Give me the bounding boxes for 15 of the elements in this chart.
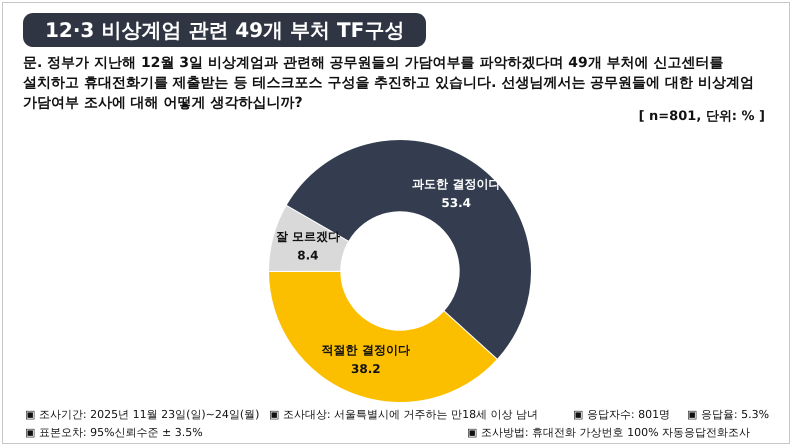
text: [ n=801, 단위: % ] <box>638 108 765 125</box>
slice-label: 과도한 결정이다 <box>412 177 500 192</box>
text: ▣ 조사기간: 2025년 11월 23일(일)~24일(월) <box>25 407 260 422</box>
text: ▣ 응답율: 5.3% <box>687 407 770 422</box>
chart-title: 12·3 비상계엄 관련 49개 부처 TF구성 <box>23 13 426 47</box>
data-label: 38.2 <box>351 362 381 376</box>
chart-subtitle: 문. 정부가 지난해 12월 3일 비상계엄과 관련해 공무원들의 가담여부를 파악하겠다며 49개 부처에 신고센터를 설치하고 휴대전화기를 제출받는 등 테스크포스 구성을 추진하고 있습니다. 선생님께서는 공무원들에 대한 비상계엄 가담여부 조사에 대해 어떻게 생각하십니까? <box>23 55 754 111</box>
slice-label: 잘 모르겠다 <box>276 230 340 244</box>
data-label: 8.4 <box>297 248 318 263</box>
text: ▣ 표본오차: 95%신뢰수준 ± 3.5% <box>25 425 203 440</box>
data-label: 53.4 <box>441 196 472 210</box>
text: ▣ 응답자수: 801명 <box>573 407 670 422</box>
slice-label: 적절한 결정이다 <box>322 343 410 358</box>
text: ▣ 조사대상: 서울특별시에 거주하는 만18세 이상 남녀 <box>269 407 538 422</box>
text: ▣ 조사방법: 휴대전화 가상번호 100% 자동응답전화조사 <box>467 425 750 440</box>
